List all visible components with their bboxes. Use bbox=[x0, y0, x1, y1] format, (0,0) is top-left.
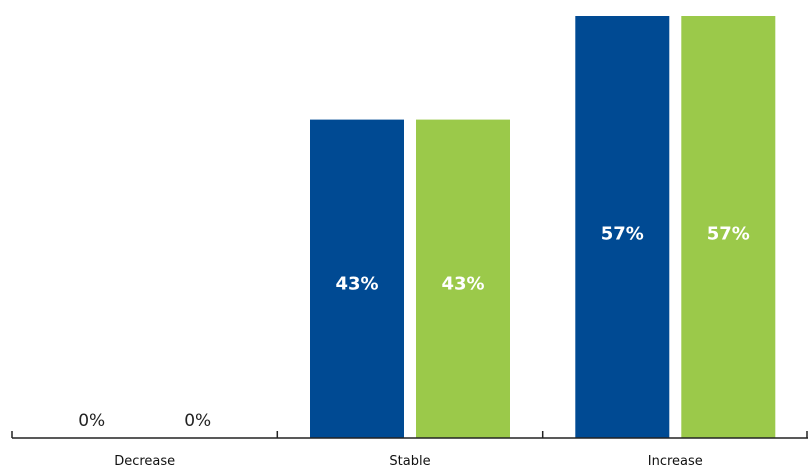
x-tick-label-stable: Stable bbox=[389, 454, 430, 469]
bars-group bbox=[310, 16, 776, 438]
data-label-increase-series-2: 57% bbox=[707, 223, 750, 244]
bar-increase-series-2 bbox=[681, 16, 776, 438]
x-axis: Decrease Stable Increase bbox=[11, 431, 808, 469]
data-label-stable-series-2: 43% bbox=[441, 274, 484, 295]
bar-stable-series-2 bbox=[416, 119, 510, 438]
bar-stable-series-1 bbox=[310, 119, 404, 438]
x-tick-label-decrease: Decrease bbox=[114, 454, 175, 469]
data-label-increase-series-1: 57% bbox=[601, 223, 644, 244]
data-label-stable-series-1: 43% bbox=[335, 274, 378, 295]
x-tick-label-increase: Increase bbox=[648, 454, 703, 469]
bar-increase-series-1 bbox=[575, 16, 670, 438]
data-labels-group: 0% 0% 43% 43% 57% 57% bbox=[78, 223, 750, 431]
data-label-decrease-series-2: 0% bbox=[184, 411, 211, 431]
data-label-decrease-series-1: 0% bbox=[78, 411, 105, 431]
